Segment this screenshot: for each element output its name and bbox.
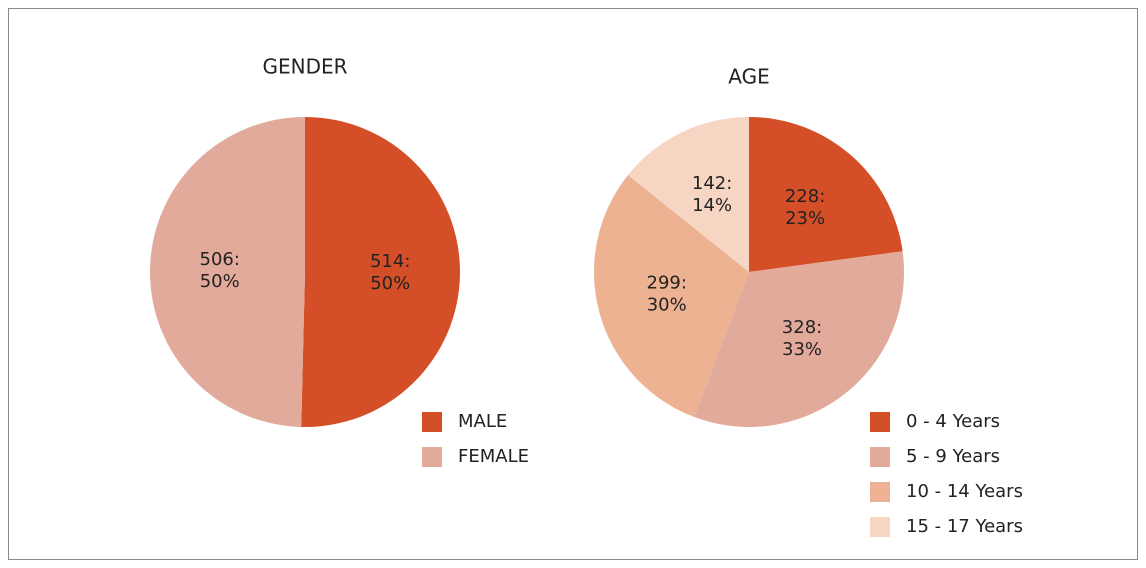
legend-swatch (870, 412, 890, 432)
legend-label: FEMALE (458, 446, 529, 467)
chart-title: AGE (728, 65, 769, 89)
data-label: 14% (692, 195, 732, 216)
data-label: 23% (785, 208, 825, 229)
data-label: 50% (200, 271, 240, 292)
data-label: 228: (785, 186, 825, 207)
legend-swatch (422, 447, 442, 467)
pie-slice (150, 117, 305, 427)
data-label: 30% (647, 294, 687, 315)
legend-swatch (870, 447, 890, 467)
pie-slice (749, 117, 903, 272)
data-label: 328: (782, 317, 822, 338)
pie-slice (301, 117, 461, 427)
pie-slice (594, 175, 749, 417)
legend-label: MALE (458, 411, 507, 432)
legend-label: 10 - 14 Years (906, 481, 1023, 502)
data-label: 299: (647, 272, 687, 293)
data-label: 33% (782, 339, 822, 360)
chart-title: GENDER (262, 55, 347, 79)
data-label: 50% (370, 273, 410, 294)
legend-label: 0 - 4 Years (906, 411, 1000, 432)
legend-label: 5 - 9 Years (906, 446, 1000, 467)
legend-swatch (870, 517, 890, 537)
pie-slice (628, 117, 749, 272)
legend-label: 15 - 17 Years (906, 516, 1023, 537)
data-label: 142: (692, 173, 732, 194)
data-label: 506: (200, 249, 240, 270)
pie-slice (694, 251, 904, 427)
legend-swatch (870, 482, 890, 502)
legend-swatch (422, 412, 442, 432)
data-label: 514: (370, 251, 410, 272)
